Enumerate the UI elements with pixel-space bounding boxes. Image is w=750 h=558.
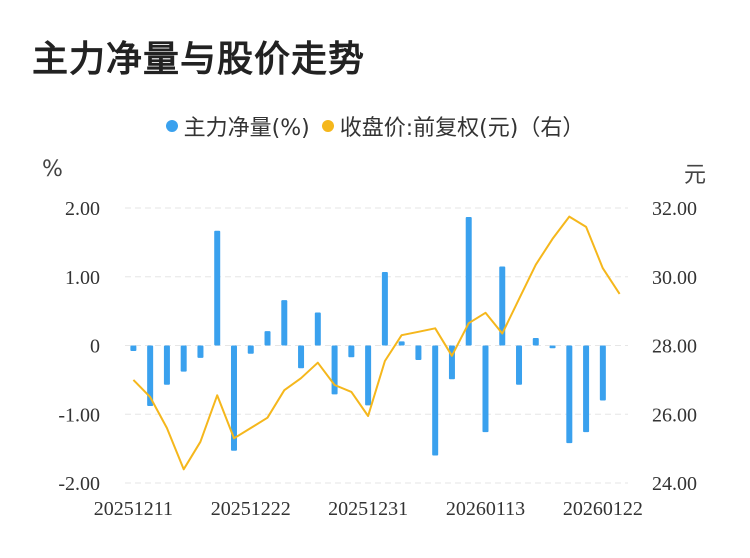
bar	[180, 345, 187, 372]
bar	[247, 345, 254, 354]
right-axis-unit: 元	[684, 163, 707, 188]
bar	[197, 345, 204, 358]
chart-title: 主力净量与股价走势	[32, 39, 366, 80]
bar	[381, 271, 388, 346]
right-tick-label: 24.00	[652, 473, 697, 495]
legend-dot-close-price	[321, 120, 334, 132]
bar	[214, 230, 221, 346]
bar	[314, 312, 321, 346]
legend-label-close-price: 收盘价:前复权(元)（右）	[339, 116, 585, 141]
left-tick-label: -1.00	[58, 404, 100, 426]
x-tick-label: 20251222	[211, 498, 291, 520]
bar	[298, 345, 305, 369]
left-axis-unit: %	[42, 157, 63, 182]
legend-dot-net-flow	[165, 120, 178, 132]
bar	[331, 345, 338, 395]
bar	[264, 331, 271, 346]
legend-label-net-flow: 主力净量(%)	[183, 116, 310, 141]
legend-item-net-flow[interactable]: 主力净量(%)	[165, 110, 310, 142]
bar	[482, 345, 489, 433]
bar	[147, 345, 154, 406]
bar	[432, 345, 439, 456]
bar	[532, 337, 539, 346]
bar	[230, 345, 237, 451]
x-tick-label: 20251231	[328, 498, 408, 520]
bar	[130, 345, 137, 351]
bar	[365, 345, 372, 406]
left-tick-label: 1.00	[65, 267, 100, 289]
legend: 主力净量(%) 收盘价:前复权(元)（右）	[0, 110, 750, 142]
left-tick-label: 2.00	[65, 198, 100, 220]
price-line	[132, 215, 621, 471]
bar	[465, 216, 472, 346]
x-tick-label: 20260122	[563, 498, 643, 520]
bar	[499, 266, 506, 346]
bar	[415, 345, 422, 360]
right-tick-label: 28.00	[652, 336, 697, 358]
bar	[516, 345, 523, 385]
bar	[566, 345, 573, 444]
x-tick-label: 20260113	[446, 498, 525, 520]
right-tick-label: 26.00	[652, 404, 697, 426]
x-tick-label: 20251211	[94, 498, 173, 520]
bar	[348, 345, 355, 358]
right-tick-label: 32.00	[652, 198, 697, 220]
bar	[398, 341, 405, 346]
bar	[163, 345, 170, 385]
bar	[599, 345, 606, 401]
legend-item-close-price[interactable]: 收盘价:前复权(元)（右）	[321, 110, 585, 142]
bar	[549, 345, 556, 349]
bar	[583, 345, 590, 433]
left-tick-label: -2.00	[58, 473, 100, 495]
bar	[281, 300, 288, 346]
right-tick-label: 30.00	[652, 267, 697, 289]
left-tick-label: 0	[90, 336, 100, 358]
